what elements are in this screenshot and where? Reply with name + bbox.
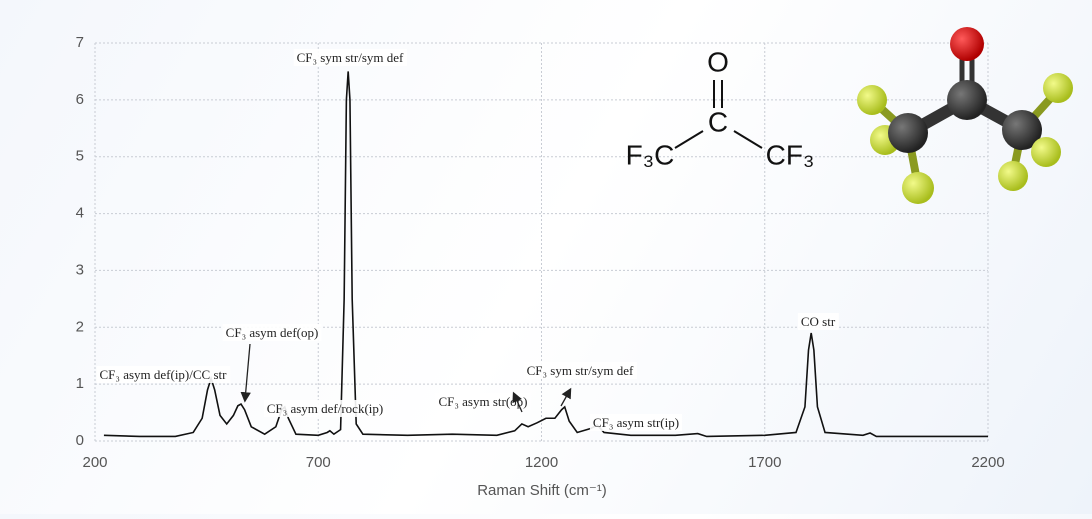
- spectrum-line: [103, 71, 988, 438]
- annotation-background: [797, 312, 839, 330]
- y-tick-label: 6: [76, 91, 84, 108]
- atom-label: O: [707, 46, 729, 77]
- x-tick-label: 2200: [971, 454, 1004, 471]
- annotation-arrow: [512, 391, 523, 413]
- annotation: CF₃ asym str(op): [438, 394, 527, 409]
- x-tick-label: 700: [306, 454, 331, 471]
- annotation-background: [96, 365, 231, 383]
- y-tick-label: 0: [76, 432, 84, 449]
- atom-label: F₃C: [626, 139, 675, 170]
- annotation: CF₃ asym def(op): [226, 325, 319, 340]
- y-tick-label: 7: [76, 34, 84, 51]
- x-tick-label: 200: [82, 454, 107, 471]
- annotation-background: [589, 413, 683, 431]
- annotation: CF₃ asym def/rock(ip): [267, 401, 383, 416]
- y-tick-label: 2: [76, 318, 84, 335]
- annotation-background: [222, 323, 322, 341]
- atom-label: C: [708, 106, 728, 137]
- annotation: CF₃ asym str(ip): [593, 415, 679, 430]
- x-axis-label: Raman Shift (cm⁻¹): [477, 482, 607, 499]
- annotation: CF₃ asym def(ip)/CC str: [100, 367, 228, 382]
- annotation-arrow: [560, 387, 572, 407]
- y-tick-label: 3: [76, 261, 84, 278]
- annotation-background: [523, 361, 638, 379]
- plot-area: 0 1 2 3 4 5 6 7 200 700 1200 1700 2200 CF₃ sym str/sy…: [76, 34, 1005, 471]
- y-tick-label: 4: [76, 205, 84, 222]
- annotation-background: [263, 399, 387, 417]
- annotation: CF₃ sym str/sym def: [297, 50, 404, 65]
- annotation: CO str: [801, 314, 836, 329]
- annotation-arrow: [240, 343, 251, 403]
- y-tick-label: 5: [76, 148, 84, 165]
- x-tick-label: 1700: [748, 454, 781, 471]
- x-tick-label: 1200: [525, 454, 558, 471]
- y-tick-label: 1: [76, 375, 84, 392]
- annotation: CF₃ sym str/sym def: [527, 363, 634, 378]
- ball-model: [857, 27, 1073, 204]
- annotation-background: [435, 392, 531, 410]
- annotation-background: [293, 48, 408, 66]
- atom-label: CF₃: [766, 139, 815, 170]
- structural-formula: O C F₃C CF₃: [626, 46, 815, 170]
